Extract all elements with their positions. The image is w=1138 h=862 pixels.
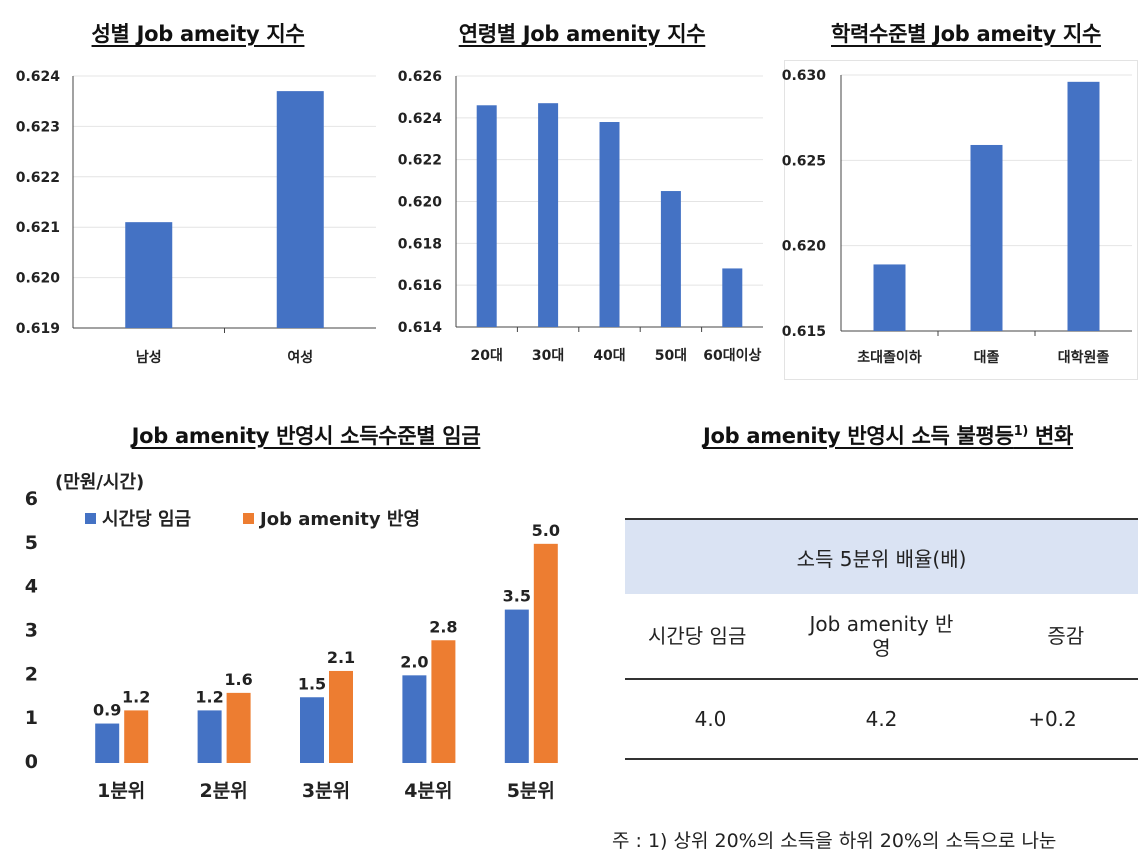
legend-swatch-0 bbox=[85, 513, 96, 524]
bar-Job amenity 반영-5분위 bbox=[533, 543, 558, 763]
data-label: 2.1 bbox=[327, 648, 355, 667]
legend-label-0: 시간당 임금 bbox=[102, 509, 191, 530]
x-category-label: 초대졸이하 bbox=[857, 349, 922, 366]
bar-Job amenity 반영-1분위 bbox=[124, 710, 149, 763]
table-title-sup: 1) bbox=[1013, 424, 1029, 439]
bar-시간당 임금-4분위 bbox=[402, 675, 427, 763]
x-category-label: 대졸 bbox=[974, 350, 1000, 366]
chart-title-education: 학력수준별 Job ameity 지수 bbox=[831, 22, 1101, 46]
y-tick-label: 0.630 bbox=[782, 68, 827, 84]
x-category-label: 30대 bbox=[532, 348, 564, 364]
table-header: 소득 5분위 배율(배) bbox=[625, 518, 1138, 594]
x-category-label: 4분위 bbox=[404, 780, 452, 802]
x-category-label: 대학원졸 bbox=[1058, 350, 1110, 366]
y-tick-label: 0.624 bbox=[398, 111, 443, 127]
bar-Job amenity 반영-2분위 bbox=[226, 692, 251, 763]
y-tick-label: 0.625 bbox=[782, 153, 826, 169]
table-title-text: Job amenity 반영시 소득 불평등 bbox=[702, 424, 1014, 448]
bar-50대 bbox=[660, 191, 681, 327]
table-row: 4.0 4.2 +0.2 bbox=[625, 680, 1138, 760]
data-label: 1.6 bbox=[224, 670, 252, 689]
x-category-label: 남성 bbox=[136, 349, 162, 366]
x-category-label: 5분위 bbox=[507, 780, 555, 802]
bar-30대 bbox=[538, 103, 559, 327]
y-tick-label: 1 bbox=[25, 707, 38, 729]
y-tick-label: 3 bbox=[25, 620, 38, 642]
bar-40대 bbox=[599, 122, 620, 328]
x-category-label: 50대 bbox=[655, 348, 687, 364]
bar-여성 bbox=[276, 91, 324, 329]
chart-title-age: 연령별 Job amenity 지수 bbox=[458, 22, 706, 46]
y-tick-label: 0.616 bbox=[398, 278, 442, 294]
data-label: 0.9 bbox=[93, 701, 121, 720]
y-tick-label: 5 bbox=[25, 532, 38, 554]
data-label: 3.5 bbox=[503, 587, 531, 606]
bar-남성 bbox=[125, 222, 173, 328]
footnote: 주 : 1) 상위 20%의 소득을 하위 20%의 소득으로 나눈 bbox=[612, 830, 1057, 852]
y-tick-label: 0.622 bbox=[398, 153, 442, 169]
y-tick-label: 0.620 bbox=[782, 239, 827, 255]
x-category-label: 여성 bbox=[287, 349, 313, 366]
y-tick-label: 2 bbox=[25, 663, 38, 685]
table-column-row: 시간당 임금 Job amenity 반영 증감 bbox=[625, 594, 1138, 680]
y-tick-label: 0.620 bbox=[16, 271, 61, 287]
bar-초대졸이하 bbox=[873, 264, 906, 331]
data-label: 1.2 bbox=[122, 687, 150, 706]
y-tick-label: 0.623 bbox=[16, 119, 60, 135]
unit-label: (만원/시간) bbox=[55, 472, 144, 493]
column-hourly-wage: 시간당 임금 bbox=[647, 624, 747, 648]
y-tick-label: 0.622 bbox=[16, 170, 60, 186]
value-job-amenity: 4.2 bbox=[865, 707, 898, 731]
chart-title-gender: 성별 Job ameity 지수 bbox=[91, 22, 305, 46]
legend-swatch-1 bbox=[243, 513, 254, 524]
y-tick-label: 0.624 bbox=[16, 69, 61, 85]
x-category-label: 40대 bbox=[593, 348, 625, 364]
value-hourly-wage: 4.0 bbox=[694, 707, 727, 731]
data-label: 1.5 bbox=[298, 674, 326, 693]
data-label: 5.0 bbox=[532, 521, 560, 540]
y-tick-label: 0.619 bbox=[16, 321, 60, 337]
y-tick-label: 0.626 bbox=[398, 69, 442, 85]
y-tick-label: 0 bbox=[25, 751, 38, 773]
bar-Job amenity 반영-4분위 bbox=[431, 640, 456, 763]
y-tick-label: 0.614 bbox=[398, 320, 443, 336]
table-title: Job amenity 반영시 소득 불평등1) 변화 bbox=[703, 420, 1073, 450]
data-label: 2.8 bbox=[429, 617, 457, 636]
bar-시간당 임금-2분위 bbox=[197, 710, 222, 763]
y-tick-label: 4 bbox=[25, 576, 38, 598]
x-category-label: 60대이상 bbox=[703, 347, 761, 364]
bar-시간당 임금-3분위 bbox=[300, 697, 324, 763]
column-job-amenity: Job amenity 반영 bbox=[809, 612, 954, 660]
bar-시간당 임금-5분위 bbox=[504, 609, 529, 763]
data-label: 2.0 bbox=[400, 652, 428, 671]
y-tick-label: 0.615 bbox=[782, 324, 826, 340]
x-category-label: 1분위 bbox=[97, 780, 145, 802]
legend-label-1: Job amenity 반영 bbox=[258, 509, 420, 530]
table-title-tail: 변화 bbox=[1027, 424, 1074, 448]
bar-Job amenity 반영-3분위 bbox=[329, 670, 353, 763]
bar-20대 bbox=[476, 105, 497, 328]
value-change: +0.2 bbox=[1028, 707, 1077, 731]
x-category-label: 2분위 bbox=[200, 780, 248, 802]
bar-60대이상 bbox=[722, 268, 743, 327]
x-category-label: 3분위 bbox=[302, 780, 350, 802]
y-tick-label: 0.618 bbox=[398, 236, 442, 252]
y-tick-label: 0.621 bbox=[16, 220, 60, 236]
chart-title-wage: Job amenity 반영시 소득수준별 임금 bbox=[131, 424, 481, 448]
column-change: 증감 bbox=[1047, 624, 1085, 648]
data-label: 1.2 bbox=[195, 687, 223, 706]
y-tick-label: 6 bbox=[25, 488, 38, 510]
y-tick-label: 0.620 bbox=[398, 195, 443, 211]
inequality-table: 소득 5분위 배율(배) 시간당 임금 Job amenity 반영 증감 4.… bbox=[625, 518, 1138, 760]
bar-대학원졸 bbox=[1067, 81, 1100, 332]
x-category-label: 20대 bbox=[471, 348, 503, 364]
bar-시간당 임금-1분위 bbox=[95, 723, 120, 763]
bar-대졸 bbox=[970, 144, 1003, 331]
